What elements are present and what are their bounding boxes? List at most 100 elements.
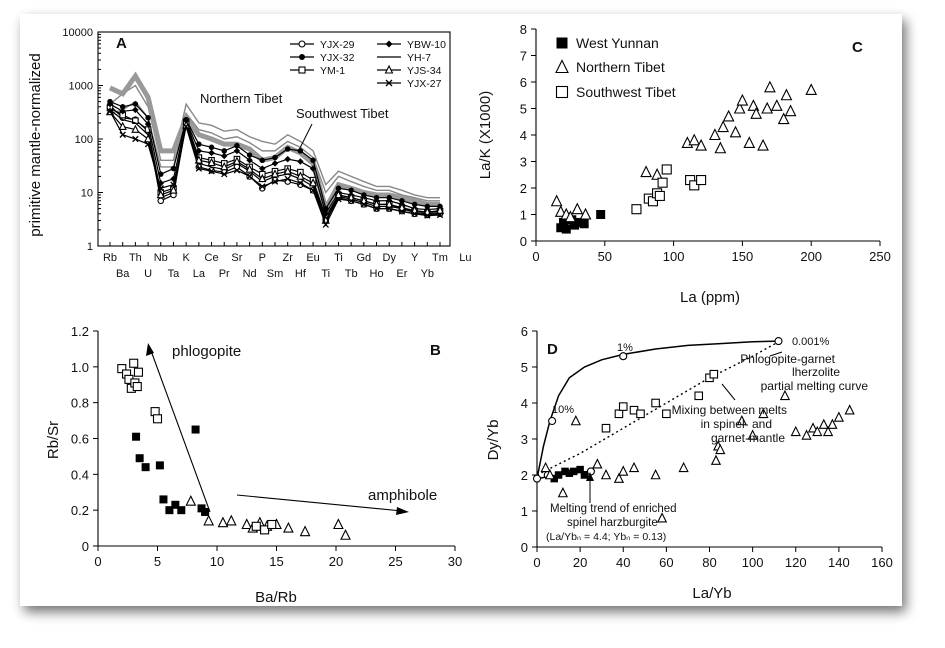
panel-a-point-yjx-27 bbox=[106, 108, 114, 115]
panel-c-y-tick-label: 2 bbox=[520, 181, 527, 196]
panel-a-point-ybw-10 bbox=[208, 149, 215, 157]
panel-d-harzburgite-label-2: spinel harzburgite bbox=[567, 517, 658, 529]
panel-a-point-yjx-32 bbox=[348, 187, 354, 194]
panel-b-ylabel: Rb/Sr bbox=[45, 421, 62, 459]
panel-c-point-southwest-tibet bbox=[689, 180, 700, 191]
panel-c-point-northern-tibet bbox=[733, 101, 746, 114]
panel-b-y-tick-label: 1.2 bbox=[71, 324, 89, 339]
panel-c-point-northern-tibet bbox=[736, 93, 749, 106]
panel-a-point-yjx-29 bbox=[157, 197, 165, 205]
panel-c-point-southwest-tibet bbox=[661, 164, 672, 175]
panel-a-x-tick-label: Ti bbox=[334, 252, 343, 264]
panel-d-x-tick-label: 60 bbox=[659, 555, 673, 570]
panel-d-point-southwest-tibet bbox=[614, 409, 624, 419]
panel-a-x-tick-label: Tb bbox=[345, 268, 358, 280]
panel-b-annotation-amphibole: amphibole bbox=[368, 487, 437, 504]
panel-d-point-west-yunnan bbox=[561, 467, 569, 476]
panel-d-x-tick-label: 140 bbox=[828, 555, 850, 570]
panel-a-x-tick-label: P bbox=[259, 252, 266, 264]
panel-b-xlabel: Ba/Rb bbox=[255, 589, 297, 606]
panel-b-phlogopite-arrowhead bbox=[146, 343, 154, 356]
panel-a-legend-marker bbox=[385, 79, 393, 87]
panel-a-x-tick-label: Y bbox=[411, 252, 419, 264]
panel-a-point-ybw-10 bbox=[144, 120, 152, 128]
panel-d-point-northern-tibet bbox=[710, 454, 722, 465]
panel-a-x-tick-label: La bbox=[193, 268, 206, 280]
panel-b-y-tick-label: 0.2 bbox=[71, 503, 89, 518]
panel-c-y-tick-label: 7 bbox=[520, 49, 527, 64]
panel-c-y-tick-label: 3 bbox=[520, 155, 527, 170]
panel-d-point-northern-tibet bbox=[758, 407, 769, 419]
panel-b-x-tick-label: 20 bbox=[329, 554, 343, 569]
panel-a-point-yjx-27 bbox=[221, 170, 228, 178]
panel-a-point-ybw-10 bbox=[271, 160, 279, 167]
panel-c-y-tick-label: 8 bbox=[520, 22, 527, 37]
panel-c-point-northern-tibet bbox=[757, 138, 769, 151]
panel-a-point-yjs-34 bbox=[372, 199, 381, 208]
panel-a-point-ybw-10 bbox=[106, 100, 114, 108]
panel-a-x-tick-label: Nb bbox=[154, 252, 168, 264]
panel-b-y-tick-label: 0.6 bbox=[71, 432, 89, 447]
panel-d-point-northern-tibet bbox=[822, 425, 834, 437]
panel-c-point-southwest-tibet bbox=[696, 175, 707, 186]
panel-c-legend: West Yunnan Northern Tibet Southwest Tibet bbox=[555, 35, 676, 100]
panel-c-point-southwest-tibet bbox=[657, 177, 668, 188]
panel-a-point-ybw-10 bbox=[233, 147, 241, 155]
panel-a-point-yjx-27 bbox=[246, 173, 253, 180]
panel-a-point-yjs-34 bbox=[283, 166, 292, 175]
panel-a-point-yjx-27 bbox=[297, 179, 304, 187]
panel-c-point-southwest-tibet bbox=[654, 190, 665, 201]
panel-b: 0 5 10 15 20 25 30 0 0.2 0.4 0.6 0.8 1.0 1.2 B phlogo… bbox=[45, 324, 462, 606]
panel-a-x-tick-label: Eu bbox=[306, 252, 319, 264]
panel-a-point-yjs-34 bbox=[118, 121, 127, 130]
panel-d-x-tick-label: 0 bbox=[533, 555, 540, 570]
panel-a-y-tick-label: 1 bbox=[87, 241, 93, 253]
panel-c-marks bbox=[550, 80, 818, 234]
panel-a-x-tick-label: Er bbox=[396, 268, 407, 280]
panel-a-x-tick-label: Dy bbox=[383, 252, 397, 264]
panel-a-x-tick-label: Ta bbox=[168, 268, 181, 280]
panel-b-phlogopite-arrow bbox=[149, 347, 211, 513]
panel-c-point-northern-tibet bbox=[579, 207, 592, 220]
panel-d-point-northern-tibet bbox=[544, 469, 556, 480]
panel-c-legend-label: Southwest Tibet bbox=[576, 84, 676, 100]
panel-a-y-tick-label: 1000 bbox=[69, 81, 93, 93]
panel-b-point-west-yunnan bbox=[159, 495, 168, 504]
panel-b-point-northern-tibet bbox=[203, 514, 215, 526]
panel-d-letter: D bbox=[547, 341, 558, 358]
panel-c-legend-label: West Yunnan bbox=[576, 35, 659, 51]
panel-a-point-yjx-27 bbox=[284, 175, 291, 183]
panel-c-legend-label: Northern Tibet bbox=[576, 59, 665, 75]
panel-a-x-tick-label: Pr bbox=[219, 268, 230, 280]
panel-a-x-tick-label: Zr bbox=[282, 252, 293, 264]
panel-c-axes: 0 50 100 150 200 250 0 1 2 3 4 5 6 7 8 bbox=[520, 22, 891, 264]
panel-d-curves bbox=[532, 337, 783, 483]
panel-a-point-ybw-10 bbox=[297, 158, 304, 165]
panel-a-point-yjs-34 bbox=[220, 161, 229, 171]
panel-a-point-yjx-32 bbox=[234, 142, 240, 149]
panel-d-point-northern-tibet bbox=[844, 404, 855, 415]
panel-d-point-northern-tibet bbox=[715, 443, 726, 455]
panel-d-point-northern-tibet bbox=[650, 469, 661, 480]
panel-c-point-west-yunnan bbox=[596, 210, 606, 219]
panel-b-x-tick-label: 0 bbox=[94, 554, 101, 569]
panel-b-point-northern-tibet bbox=[225, 514, 237, 526]
panel-b-x-tick-label: 30 bbox=[448, 554, 462, 569]
panel-b-point-west-yunnan bbox=[177, 506, 186, 515]
panel-d-ylabel: Dy/Yb bbox=[485, 420, 502, 461]
panel-a-point-yjx-32 bbox=[259, 157, 266, 164]
panel-d-harzburgite-arrowhead bbox=[586, 472, 594, 481]
panel-a-point-yjx-27 bbox=[182, 123, 190, 130]
panel-c-point-northern-tibet bbox=[805, 83, 818, 95]
panel-b-point-west-yunnan bbox=[141, 463, 150, 472]
panel-d-curve-marker bbox=[532, 474, 542, 483]
panel-a-point-yjx-27 bbox=[347, 197, 355, 204]
panel-a-point-yjx-32 bbox=[284, 146, 291, 152]
panel-d-y-tick-label: 1 bbox=[521, 504, 528, 519]
panel-a-legend-label: YH-7 bbox=[407, 52, 431, 64]
panel-a-legend-marker bbox=[299, 54, 305, 60]
panel-d-y-tick-label: 6 bbox=[521, 324, 528, 339]
panel-b-point-southwest-tibet bbox=[117, 364, 127, 374]
panel-a-legend-marker bbox=[384, 64, 394, 74]
